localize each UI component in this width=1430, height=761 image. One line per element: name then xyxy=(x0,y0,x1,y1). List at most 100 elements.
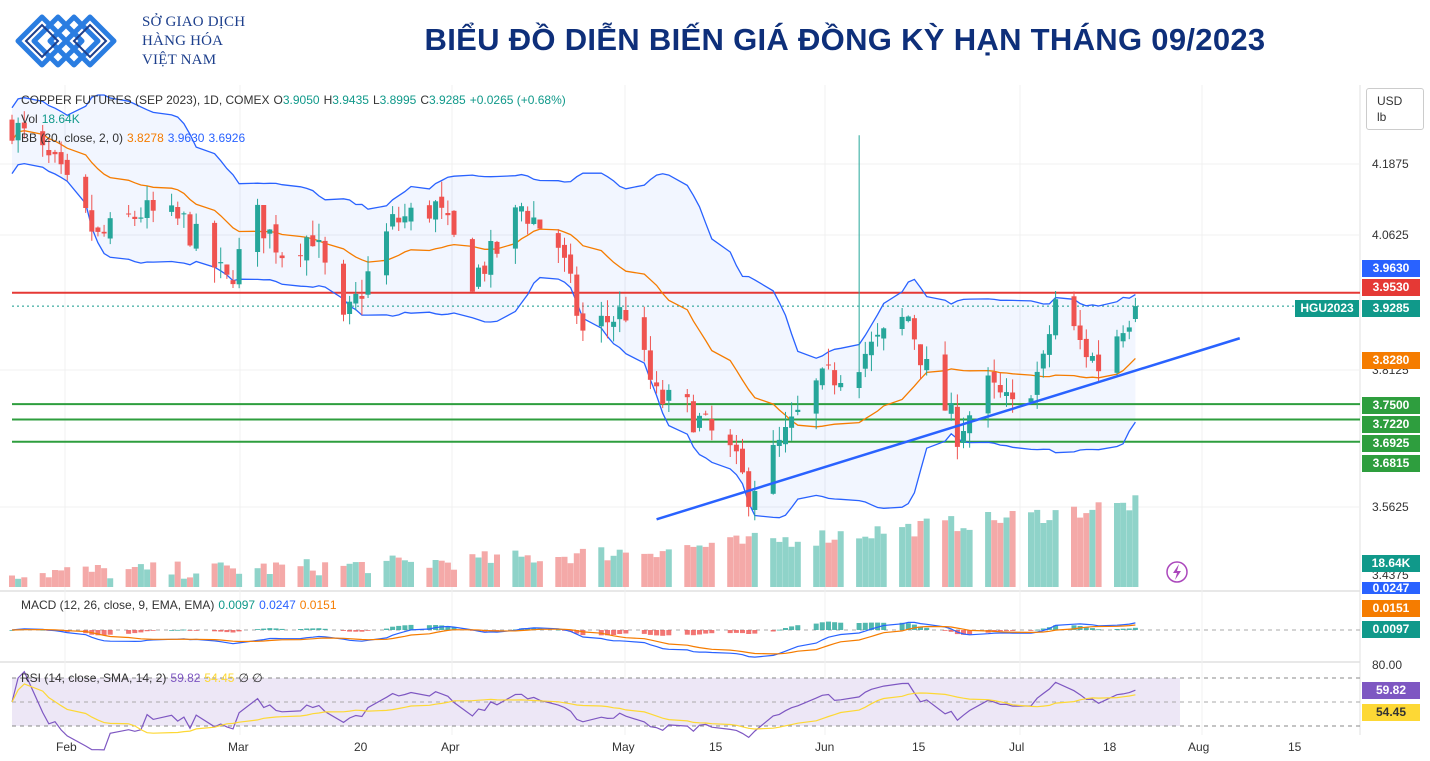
x-tick: Jun xyxy=(815,740,835,754)
macd-histogram-bar xyxy=(617,630,623,634)
logo-text-1: SỞ GIAO DỊCH xyxy=(142,14,246,30)
macd-histogram-bar xyxy=(795,625,801,630)
volume-bar xyxy=(193,573,200,587)
volume-bar xyxy=(358,562,365,587)
macd-histogram-bar xyxy=(9,630,15,631)
legend-bb: BB (20, close, 2, 0) 3.8278 3.9630 3.6926 xyxy=(21,131,249,145)
volume-bar xyxy=(579,548,586,587)
volume-bar xyxy=(727,537,734,587)
price-label-last: 3.9285 xyxy=(1362,300,1420,317)
legend-vol-value: 18.64K xyxy=(41,112,80,126)
volume-bar xyxy=(536,561,543,587)
macd-signal-line xyxy=(11,624,1136,655)
lightning-icon[interactable] xyxy=(1166,561,1188,583)
legend-volume: Vol 18.64K xyxy=(21,112,84,126)
candle-body xyxy=(15,122,21,141)
volume-bar xyxy=(653,557,660,587)
price-label-support-3: 3.6815 xyxy=(1362,455,1420,472)
x-tick: Apr xyxy=(441,740,460,754)
macd-histogram-bar xyxy=(126,630,132,634)
macd-histogram-bar xyxy=(967,630,973,635)
macd-histogram-bar xyxy=(1053,625,1059,630)
candle-body xyxy=(531,217,537,224)
volume-bar xyxy=(923,518,930,587)
x-tick: May xyxy=(612,740,635,754)
macd-histogram-bar xyxy=(580,630,586,636)
candle-body xyxy=(40,131,46,146)
macd-histogram-bar xyxy=(181,629,187,631)
volume-bar xyxy=(733,535,740,587)
price-label-volume: 18.64K xyxy=(1362,555,1420,572)
candle-body xyxy=(353,293,359,304)
header: SỞ GIAO DỊCH HÀNG HÓA VIỆT NAM BIỂU ĐỒ D… xyxy=(0,0,1430,85)
legend-close-value: 3.9285 xyxy=(429,93,466,107)
candle-body xyxy=(752,491,758,510)
volume-bar xyxy=(131,567,138,587)
macd-histogram-bar xyxy=(1034,629,1040,631)
volume-bar xyxy=(187,577,193,587)
candle-body xyxy=(1034,371,1040,395)
volume-bar xyxy=(1046,520,1053,587)
volume-bar xyxy=(217,562,224,587)
volume-bar xyxy=(1114,503,1120,587)
candle-body xyxy=(64,159,70,175)
macd-histogram-bar xyxy=(193,630,199,631)
macd-histogram-bar xyxy=(261,628,267,630)
macd-histogram-bar xyxy=(875,622,881,630)
macd-histogram-bar xyxy=(255,629,261,630)
volume-bar xyxy=(481,551,488,587)
candle-body xyxy=(451,210,457,235)
volume-bar xyxy=(837,531,844,587)
volume-bar xyxy=(254,568,261,587)
candle-body xyxy=(445,213,451,216)
candles xyxy=(9,111,1138,521)
macd-histogram-bar xyxy=(684,630,690,635)
macd-histogram-bar xyxy=(1089,628,1095,630)
volume-bar xyxy=(309,570,316,587)
candle-body xyxy=(519,206,524,212)
candle-body xyxy=(426,205,432,219)
candle-body xyxy=(1096,354,1102,372)
volume-bar xyxy=(389,555,396,587)
volume-bar xyxy=(101,568,108,587)
volume-bar xyxy=(39,573,46,587)
candle-body xyxy=(911,318,917,340)
legend-rsi: RSI (14, close, SMA, 14, 2) 59.82 54.45 ∅ ∅ xyxy=(21,671,267,685)
price-label-macd-signal: 0.0151 xyxy=(1362,600,1420,617)
gridlines xyxy=(0,85,1360,735)
x-tick: Aug xyxy=(1188,740,1210,754)
volume-bar xyxy=(745,536,752,587)
candle-body xyxy=(967,415,973,434)
volume-bar xyxy=(819,530,826,587)
bollinger-fill xyxy=(12,95,1136,518)
volume-bar xyxy=(659,551,666,587)
macd-histogram-bar xyxy=(236,630,242,632)
macd-histogram-bar xyxy=(273,628,279,630)
candle-body xyxy=(494,241,500,254)
candle-body xyxy=(1040,353,1046,369)
volume-bar xyxy=(604,560,611,587)
candle-body xyxy=(795,409,801,412)
volume-bar xyxy=(94,565,101,587)
candle-body xyxy=(95,227,101,232)
volume-bar xyxy=(1083,513,1090,587)
candle-body xyxy=(789,416,795,428)
macd-histogram-bar xyxy=(101,630,107,636)
legend-open-value: 3.9050 xyxy=(282,93,320,107)
volume-bar xyxy=(788,546,795,587)
legend-macd: MACD (12, 26, close, 9, EMA, EMA) 0.0097 0… xyxy=(21,598,341,612)
currency-selector[interactable]: USD lb xyxy=(1366,88,1424,130)
candle-body xyxy=(359,296,365,299)
candle-body xyxy=(175,207,181,219)
volume-bar xyxy=(696,545,703,587)
macd-histogram-bar xyxy=(218,630,224,632)
candle-body xyxy=(832,370,838,386)
candle-body xyxy=(132,216,138,219)
volume-bar xyxy=(899,527,906,587)
volume-bar xyxy=(58,570,65,587)
volume-bar xyxy=(180,578,187,587)
volume-bar xyxy=(426,567,433,587)
legend-bb-lower: 3.6926 xyxy=(208,131,246,145)
candle-body xyxy=(476,267,481,287)
volume-bar xyxy=(230,568,236,587)
